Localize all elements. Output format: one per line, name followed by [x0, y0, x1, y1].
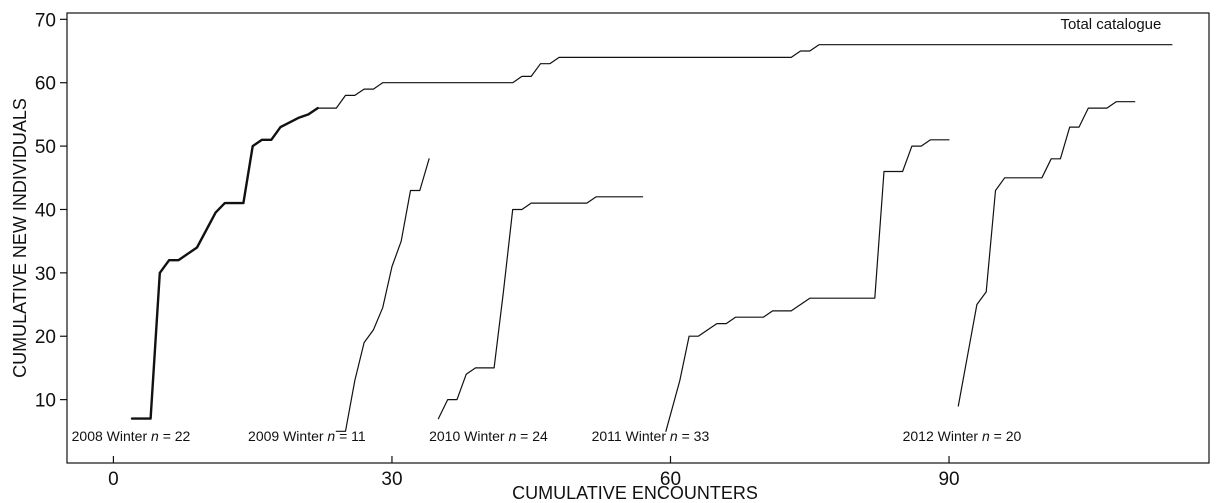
series-line-6	[957, 101, 1136, 407]
series-line-3	[335, 158, 430, 432]
plot-frame	[66, 12, 1210, 464]
y-tick-label: 30	[35, 264, 56, 285]
x-axis: 0 30 60 90	[108, 456, 960, 490]
annotation-n-symbol: n	[327, 428, 335, 444]
series-line-4	[437, 196, 644, 420]
y-tick-label: 40	[35, 200, 56, 221]
annotation-n-symbol: n	[670, 428, 678, 444]
y-tick-label: 20	[35, 327, 56, 348]
annotation-total-catalogue: Total catalogue	[1060, 16, 1161, 33]
annotation-winter-label: 2008 Winter n = 22	[72, 428, 191, 444]
annotation-winter-label: 2010 Winter n = 24	[429, 428, 548, 444]
annotation-prefix: 2011 Winter	[592, 428, 670, 444]
annotation-prefix: 2008 Winter	[72, 428, 151, 444]
y-axis: 10 20 30 40 50 60 70	[35, 10, 67, 412]
series-line-5	[665, 139, 950, 432]
series-line-1	[317, 44, 1173, 109]
annotations: Total catalogue 2008 Winter n = 22 2009 Wi…	[72, 16, 1162, 444]
y-tick-label: 10	[35, 391, 56, 412]
annotation-winter-label: 2012 Winter n = 20	[903, 428, 1022, 444]
annotation-winter-label: 2009 Winter n = 11	[248, 428, 366, 444]
annotation-prefix: 2009 Winter	[248, 428, 327, 444]
annotation-suffix: = 24	[516, 428, 548, 444]
annotation-n-symbol: n	[151, 428, 159, 444]
annotation-suffix: = 20	[990, 428, 1022, 444]
y-axis-title: CUMULATIVE NEW INDIVIDUALS	[10, 98, 30, 378]
annotation-n-symbol: n	[508, 428, 516, 444]
x-tick-label: 30	[381, 469, 402, 490]
annotation-prefix: 2012 Winter	[903, 428, 982, 444]
annotation-suffix: = 22	[159, 428, 191, 444]
x-tick-label: 60	[660, 469, 681, 490]
y-tick-label: 50	[35, 137, 56, 158]
x-tick-label: 0	[108, 469, 119, 490]
series-line-2	[130, 106, 319, 420]
y-tick-label: 60	[35, 74, 56, 95]
annotation-winter-label: 2011 Winter n = 33	[592, 428, 710, 444]
x-tick-label: 90	[938, 469, 959, 490]
y-tick-label: 70	[35, 10, 56, 31]
series-group	[130, 44, 1173, 432]
annotation-suffix: = 33	[678, 428, 710, 444]
x-axis-title: CUMULATIVE ENCOUNTERS	[512, 483, 758, 503]
annotation-n-symbol: n	[982, 428, 990, 444]
annotation-suffix: = 11	[335, 428, 366, 444]
annotation-prefix: 2010 Winter	[429, 428, 508, 444]
